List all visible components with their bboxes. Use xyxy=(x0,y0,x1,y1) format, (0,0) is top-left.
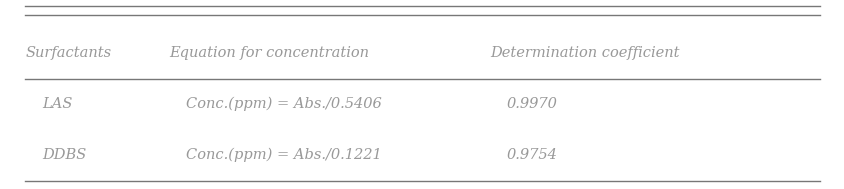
Text: DDBS: DDBS xyxy=(42,148,86,162)
Text: Conc.(ppm) = Abs./0.5406: Conc.(ppm) = Abs./0.5406 xyxy=(186,97,381,111)
Text: 0.9754: 0.9754 xyxy=(506,148,557,162)
Text: 0.9970: 0.9970 xyxy=(506,97,557,111)
Text: LAS: LAS xyxy=(42,97,73,111)
Text: Surfactants: Surfactants xyxy=(25,46,111,60)
Text: Determination coefficient: Determination coefficient xyxy=(490,46,679,60)
Text: Equation for concentration: Equation for concentration xyxy=(169,46,369,60)
Text: Conc.(ppm) = Abs./0.1221: Conc.(ppm) = Abs./0.1221 xyxy=(186,148,381,162)
